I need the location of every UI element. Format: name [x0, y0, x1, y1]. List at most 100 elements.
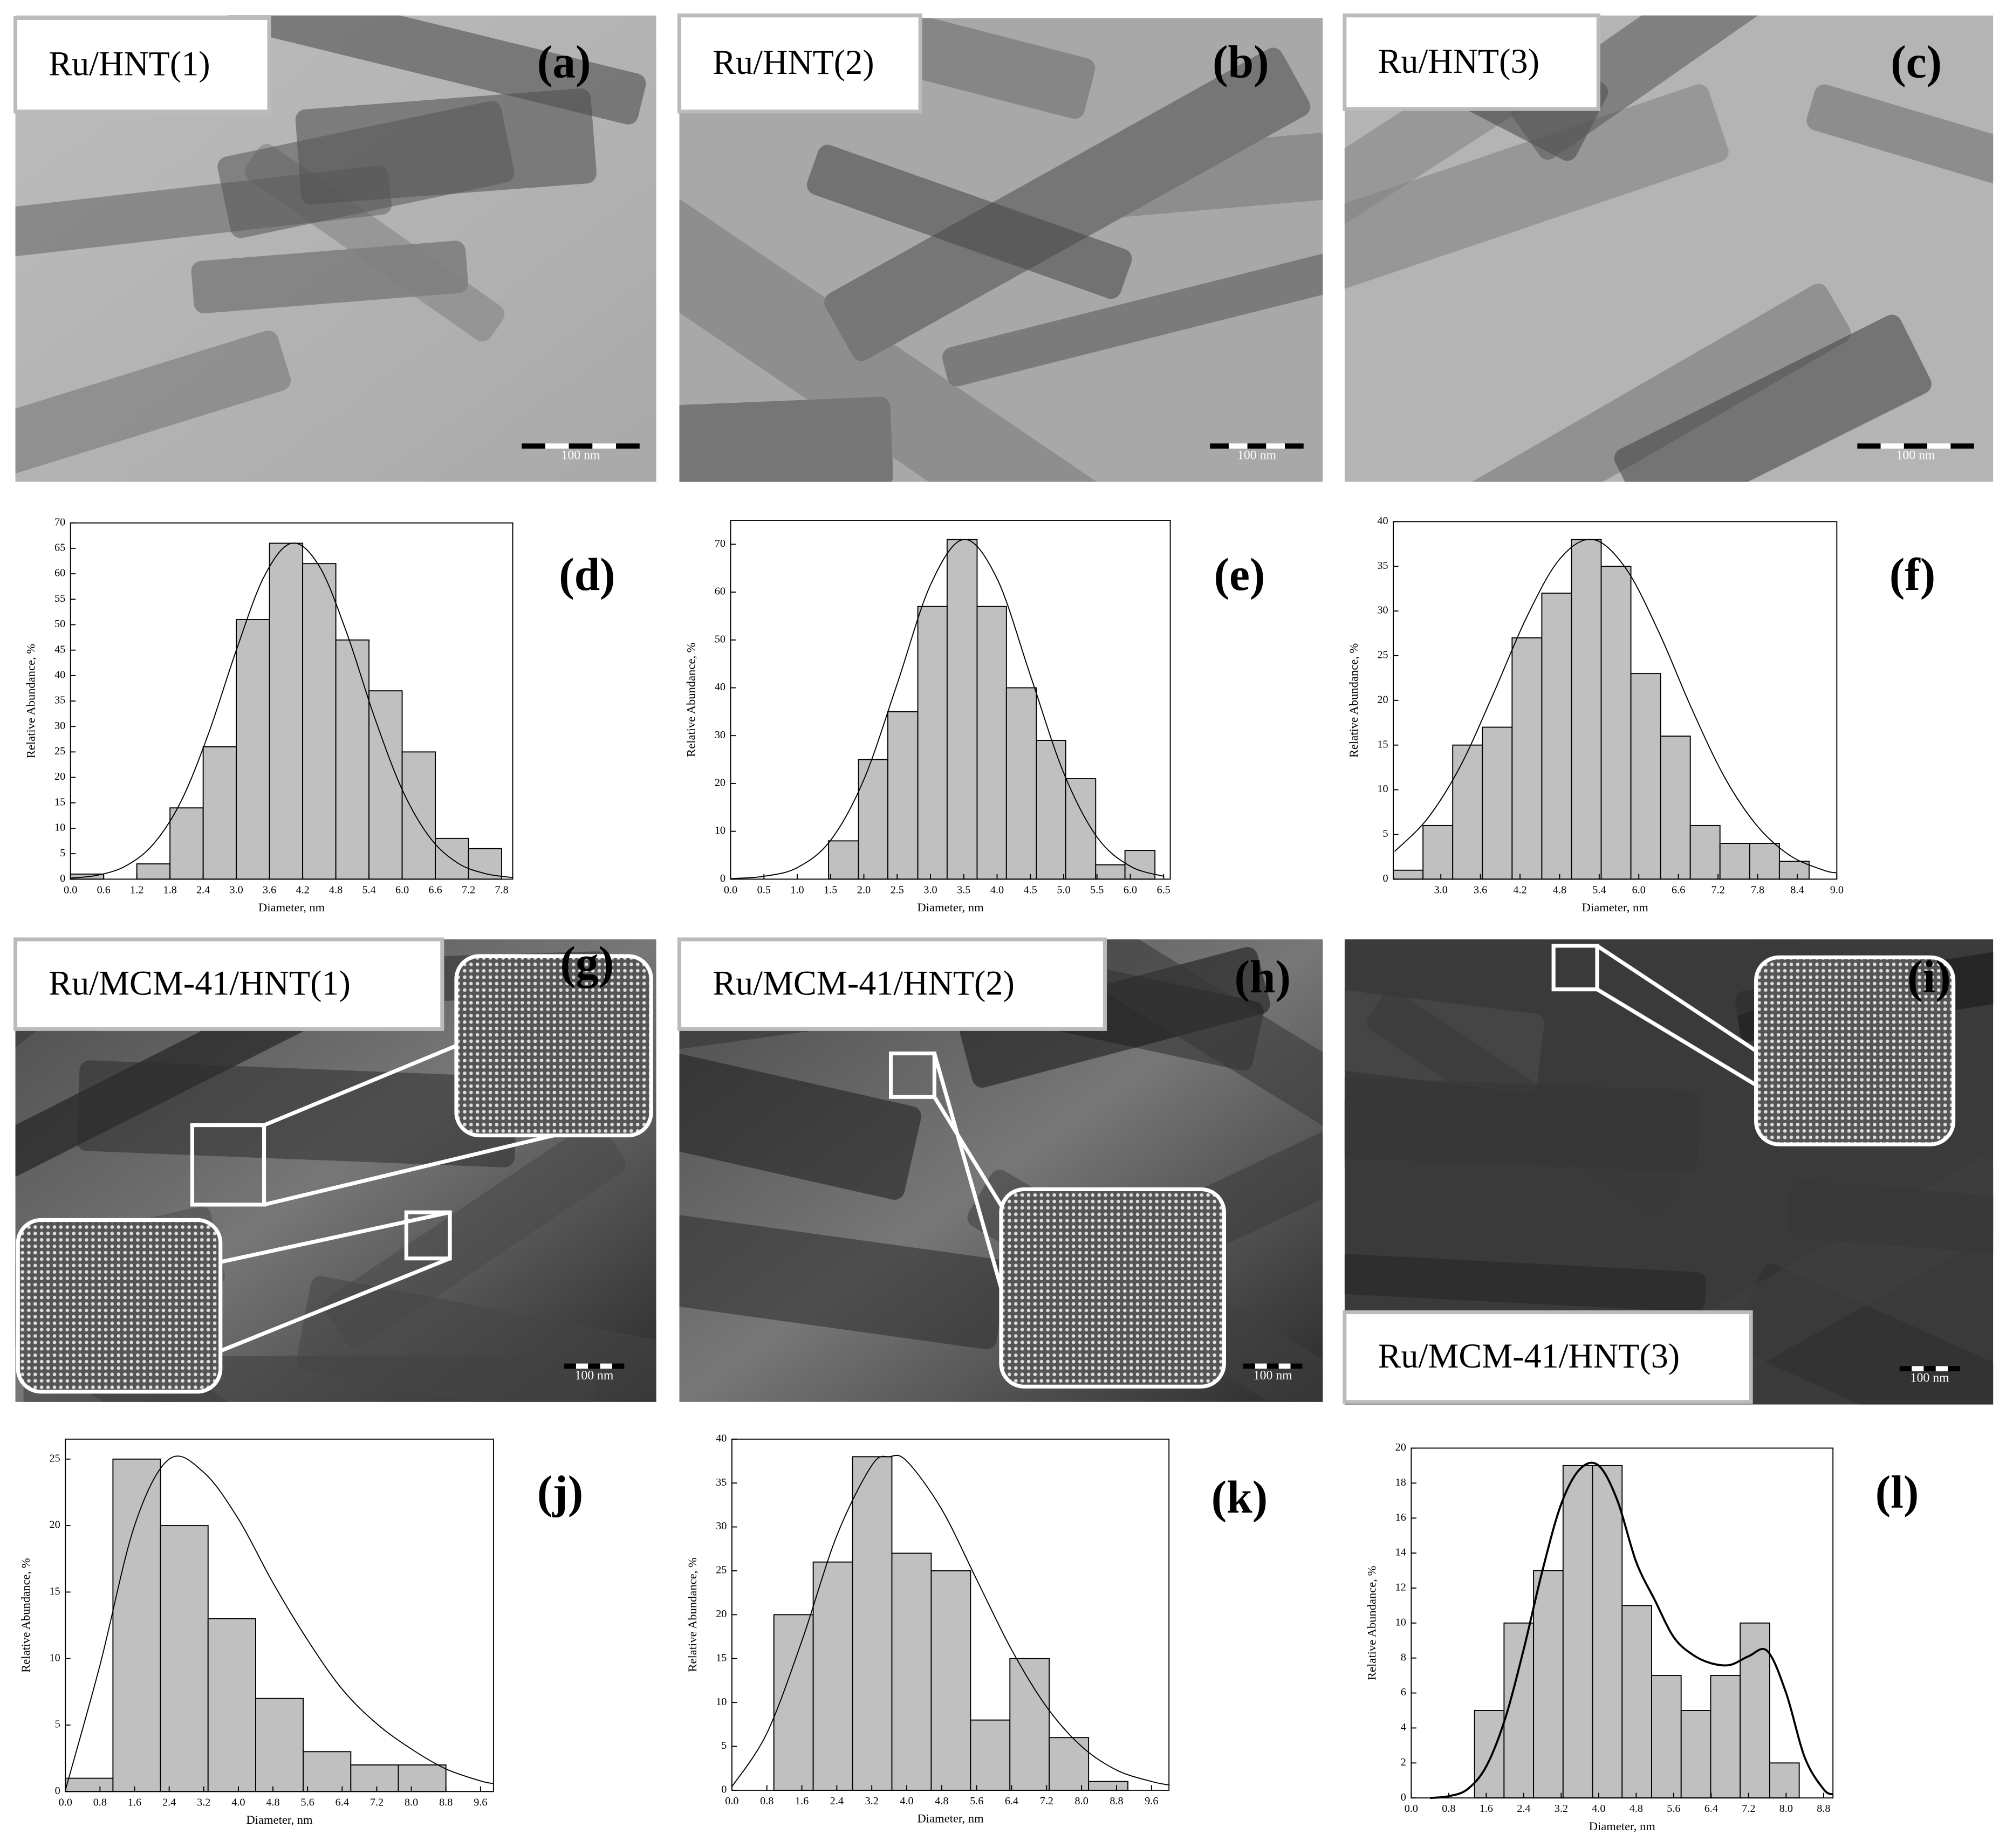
- x-tick-label: 3.2: [1555, 1803, 1568, 1815]
- bar: [401, 751, 436, 880]
- label-box: [1343, 13, 1600, 111]
- zoom-box: [404, 1210, 452, 1261]
- nanotube: [1344, 84, 1729, 314]
- x-tick-label: 7.8: [1751, 884, 1764, 896]
- y-tick-label: 60: [54, 567, 65, 579]
- image-label: Ru/MCM-41/HNT(3): [1378, 1337, 1680, 1375]
- bar: [852, 1456, 893, 1791]
- x-axis-label: Diameter, nm: [1589, 1819, 1656, 1833]
- y-tick-label: 15: [1377, 738, 1388, 750]
- bar: [1680, 1710, 1711, 1799]
- tem-image: 100 nm: [679, 18, 1323, 482]
- y-tick-label: 0: [720, 873, 725, 884]
- fit-curve: [1429, 1461, 1834, 1799]
- label-box: [677, 13, 922, 114]
- y-tick-label: 30: [715, 729, 725, 741]
- x-tick-label: 4.0: [231, 1796, 245, 1808]
- nanotube: [1046, 939, 1323, 1140]
- x-tick-label: 1.8: [163, 884, 177, 896]
- y-tick-label: 6: [1401, 1686, 1406, 1698]
- x-tick-label: 1.5: [824, 884, 837, 896]
- x-tick-label: 4.8: [935, 1795, 948, 1807]
- bar: [236, 619, 270, 880]
- zoom-inset: [16, 1218, 223, 1394]
- scale-bar: [564, 1363, 576, 1369]
- scale-bar: [545, 443, 569, 449]
- x-tick-label: 6.5: [1157, 884, 1170, 896]
- bar: [1452, 744, 1483, 880]
- scale-label: 100 nm: [574, 1369, 613, 1383]
- bar: [368, 690, 403, 880]
- y-tick-label: 30: [54, 720, 65, 732]
- bar: [891, 1552, 932, 1791]
- label-box: [1343, 1310, 1753, 1404]
- bar: [255, 1698, 304, 1792]
- y-tick-label: 35: [54, 695, 65, 706]
- x-tick-label: 8.8: [439, 1796, 453, 1808]
- y-tick-label: 20: [1395, 1441, 1406, 1453]
- x-tick-label: 6.6: [428, 884, 442, 896]
- scale-label: 100 nm: [562, 449, 600, 463]
- bar: [1393, 869, 1424, 880]
- bar: [1630, 673, 1661, 880]
- panel-label: (a): [537, 36, 591, 87]
- y-tick-label: 30: [1377, 604, 1388, 616]
- y-tick-label: 40: [715, 681, 725, 693]
- x-axis-label: Diameter, nm: [917, 1812, 984, 1825]
- fit-curve: [70, 542, 513, 879]
- panel-label: (k): [1211, 1472, 1268, 1523]
- x-tick-label: 5.4: [1592, 884, 1606, 896]
- scale-bar: [1266, 1363, 1279, 1369]
- y-tick-label: 8: [1401, 1651, 1406, 1663]
- bar: [136, 863, 171, 880]
- x-tick-label: 6.0: [1632, 884, 1646, 896]
- bar: [828, 840, 859, 880]
- zoom-line: [263, 1043, 457, 1127]
- nanotube: [1430, 283, 1851, 482]
- y-tick-label: 40: [716, 1432, 727, 1444]
- y-tick-label: 60: [715, 586, 725, 597]
- plot-frame: [65, 1438, 494, 1792]
- y-tick-label: 0: [1401, 1791, 1406, 1803]
- bar: [398, 1764, 447, 1792]
- fit-curve: [730, 539, 1164, 880]
- panel-label: (c): [1891, 36, 1942, 87]
- x-tick-label: 3.6: [1474, 884, 1487, 896]
- scale-bar: [569, 443, 593, 449]
- y-tick-label: 65: [54, 542, 65, 554]
- plot-frame: [730, 519, 1171, 880]
- scale-bar: [612, 1363, 625, 1369]
- label-box: [13, 937, 444, 1031]
- x-tick-label: 5.6: [301, 1796, 314, 1808]
- scale-bar: [1228, 443, 1248, 449]
- x-tick-label: 7.8: [495, 884, 508, 896]
- x-tick-label: 2.4: [162, 1796, 176, 1808]
- y-axis-label: Relative Abundance, %: [1365, 1565, 1378, 1680]
- y-tick-label: 20: [54, 771, 65, 782]
- y-tick-label: 12: [1395, 1582, 1406, 1593]
- nanotube: [1093, 119, 1323, 218]
- y-tick-label: 20: [715, 777, 725, 789]
- bar: [1065, 778, 1097, 880]
- y-tick-label: 70: [715, 538, 725, 549]
- y-tick-label: 55: [54, 593, 65, 604]
- y-tick-label: 10: [715, 825, 725, 836]
- bar: [1749, 843, 1780, 880]
- y-tick-label: 16: [1395, 1512, 1406, 1523]
- x-tick-label: 9.6: [1145, 1795, 1158, 1807]
- x-tick-label: 4.8: [266, 1796, 279, 1808]
- y-tick-label: 45: [54, 643, 65, 655]
- bar: [1088, 1781, 1129, 1791]
- bar: [1503, 1622, 1535, 1799]
- y-tick-label: 25: [54, 745, 65, 757]
- nanotube: [1614, 314, 1932, 482]
- bar: [1621, 1605, 1652, 1799]
- nanotube: [296, 1276, 656, 1402]
- y-tick-label: 5: [60, 847, 65, 859]
- x-tick-label: 5.4: [362, 884, 375, 896]
- zoom-box: [889, 1051, 936, 1099]
- zoom-inset: [454, 954, 653, 1138]
- x-tick-label: 4.2: [1513, 884, 1526, 896]
- y-tick-label: 20: [716, 1608, 727, 1620]
- x-axis-label: Diameter, nm: [917, 901, 984, 914]
